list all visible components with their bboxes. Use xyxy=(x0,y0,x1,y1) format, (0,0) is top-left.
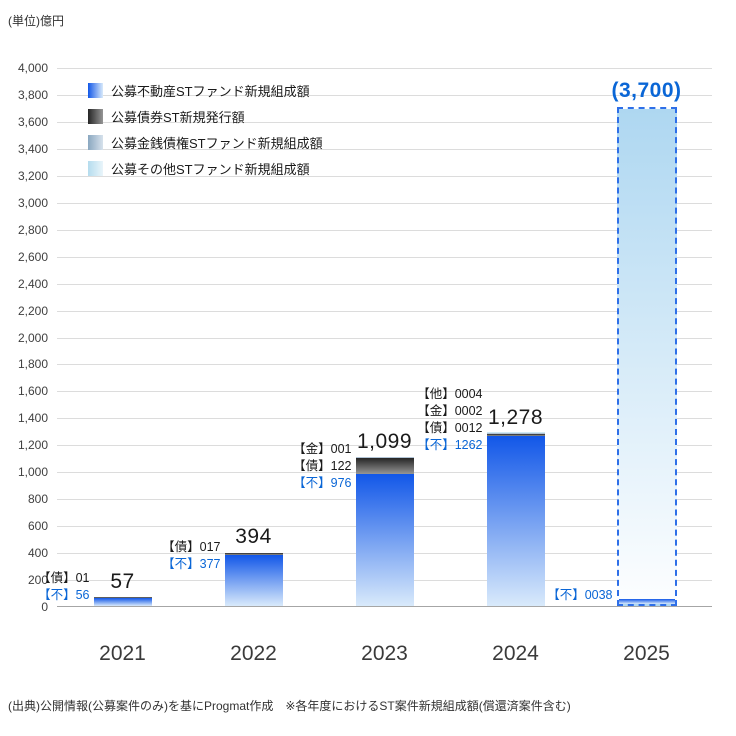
bar-2023 xyxy=(355,456,414,606)
bar-segment-monetary-claim xyxy=(355,456,414,459)
y-tick-label: 2,600 xyxy=(17,249,48,264)
bar-annotations-2025: 【不】0038 xyxy=(547,587,612,604)
total-label-2025: (3,700) xyxy=(611,79,682,103)
x-axis-label-2023: 2023 xyxy=(361,642,408,665)
bar-annotations-2021: 【債】01 【不】56 xyxy=(38,570,89,604)
bar-2022 xyxy=(224,552,283,606)
y-tick-label: 2,400 xyxy=(17,276,48,291)
source-note: (出典)公開情報(公募案件のみ)を基にProgmat作成 ※各年度におけるST案… xyxy=(8,699,571,713)
y-tick-label: 2,800 xyxy=(17,222,48,237)
gridline xyxy=(57,391,712,393)
projected-bar-2025 xyxy=(616,107,677,606)
bar-annotations-2023: 【金】001 【債】122 【不】976 xyxy=(293,441,351,492)
y-tick-label: 1,200 xyxy=(17,438,48,453)
gridline xyxy=(57,148,712,150)
x-axis-label-2022: 2022 xyxy=(230,642,277,665)
bar-segment-other xyxy=(486,431,545,434)
annotation-line: 【金】001 xyxy=(293,442,352,457)
y-tick-label: 3,400 xyxy=(17,141,48,156)
y-tick-label: 0 xyxy=(41,600,48,614)
bar-segment-real-estate xyxy=(618,598,675,604)
gridline xyxy=(57,68,712,69)
total-label-2021: 57 xyxy=(110,570,135,594)
gridline xyxy=(57,202,712,204)
gridline xyxy=(57,229,712,231)
gridline xyxy=(57,175,712,177)
gridline xyxy=(57,418,712,420)
legend: 公募不動産STファンド新規組成額 公募債券ST新規発行額公募金銭債権STファンド新… xyxy=(88,77,323,181)
legend-item-monetary-claim: 公募金銭債権STファンド新規組成額 xyxy=(88,129,323,155)
y-tick-label: 3,600 xyxy=(17,114,48,129)
legend-label: 公募金銭債権STファンド新規組成額 xyxy=(111,135,323,151)
y-tick-label: 4,000 xyxy=(17,61,48,75)
bar-segment-bond xyxy=(93,597,152,599)
y-tick-label: 2,000 xyxy=(17,330,48,345)
gridline xyxy=(57,121,712,123)
annotation-line: 【不】0038 xyxy=(547,588,613,602)
unit-label: (単位)億円 xyxy=(8,14,64,28)
total-label-2022: 394 xyxy=(235,524,272,548)
legend-label: 公募その他STファンド新規組成額 xyxy=(111,161,310,177)
total-label-2024: 1,278 xyxy=(487,405,544,429)
gridline xyxy=(57,337,712,339)
plot-area: 57 【債】01 【不】56 394 【債】017 【不】377 1,099 【金】001 【債… xyxy=(38,68,712,607)
legend-item-bond: 公募債券ST新規発行額 xyxy=(88,103,323,129)
y-axis: 0 200 400 600 800 1,000 1,200 1,400 1,600 1,800 2,… xyxy=(0,61,48,614)
annotation-line: 【債】122 xyxy=(293,459,352,474)
real-estate-swatch-icon xyxy=(88,82,103,98)
monetary-claim-swatch-icon xyxy=(88,134,103,150)
annotation-line: 【債】0012 xyxy=(417,420,483,435)
bond-swatch-icon xyxy=(88,108,103,124)
y-tick-label: 800 xyxy=(27,492,48,507)
bar-annotations-2024: 【他】0004 【金】0002 【債】0012 【不】1262 xyxy=(417,386,482,454)
y-tick-label: 1,800 xyxy=(17,357,48,372)
legend-label: 公募不動産STファンド新規組成額 xyxy=(111,83,310,99)
legend-item-real-estate: 公募不動産STファンド新規組成額 xyxy=(88,77,323,103)
annotation-line: 【債】01 xyxy=(38,571,90,585)
y-tick-label: 1,000 xyxy=(17,465,48,480)
annotation-line: 【不】377 xyxy=(162,557,221,572)
y-tick-label: 1,400 xyxy=(17,411,48,426)
annotation-line: 【不】976 xyxy=(293,476,352,491)
bar-2024 xyxy=(486,431,545,606)
y-tick-label: 3,000 xyxy=(17,195,48,210)
bar-2021 xyxy=(93,597,152,606)
x-axis-label-2024: 2024 xyxy=(492,642,539,665)
gridline xyxy=(57,256,712,258)
bar-segment-bond xyxy=(355,458,414,475)
bar-segment-real-estate xyxy=(486,435,545,606)
y-tick-label: 3,200 xyxy=(17,168,48,183)
legend-label: 公募債券ST新規発行額 xyxy=(111,109,245,125)
annotation-line: 【債】017 xyxy=(162,540,221,555)
legend-item-other: 公募その他STファンド新規組成額 xyxy=(88,155,323,181)
y-tick-label: 400 xyxy=(27,546,48,561)
gridline xyxy=(57,310,712,312)
annotation-line: 【金】0002 xyxy=(417,403,483,418)
x-axis: 2021 2022 2023 2024 2025 xyxy=(57,642,712,672)
other-swatch-icon xyxy=(88,160,103,176)
y-tick-label: 200 xyxy=(27,573,48,588)
y-tick-label: 600 xyxy=(27,519,48,534)
gridline xyxy=(57,445,712,447)
gridline xyxy=(57,94,712,96)
y-tick-label: 3,800 xyxy=(17,87,48,102)
annotation-line: 【他】0004 xyxy=(417,386,483,401)
bar-segment-real-estate xyxy=(224,555,283,606)
x-axis-label-2025: 2025 xyxy=(623,642,670,665)
bar-segment-monetary-claim xyxy=(486,433,545,435)
bar-segment-bond xyxy=(224,552,283,556)
annotation-line: 【不】56 xyxy=(38,588,90,602)
gridline xyxy=(57,283,712,285)
bar-segment-real-estate xyxy=(355,474,414,606)
bar-annotations-2022: 【債】017 【不】377 xyxy=(162,539,220,573)
total-label-2023: 1,099 xyxy=(356,429,413,453)
gridline xyxy=(57,364,712,366)
bar-segment-bond xyxy=(486,434,545,436)
annotation-line: 【不】1262 xyxy=(417,437,483,452)
x-axis-label-2021: 2021 xyxy=(99,642,146,665)
y-tick-label: 2,200 xyxy=(17,303,48,318)
y-tick-label: 1,600 xyxy=(17,384,48,399)
bar-segment-real-estate xyxy=(93,598,152,606)
